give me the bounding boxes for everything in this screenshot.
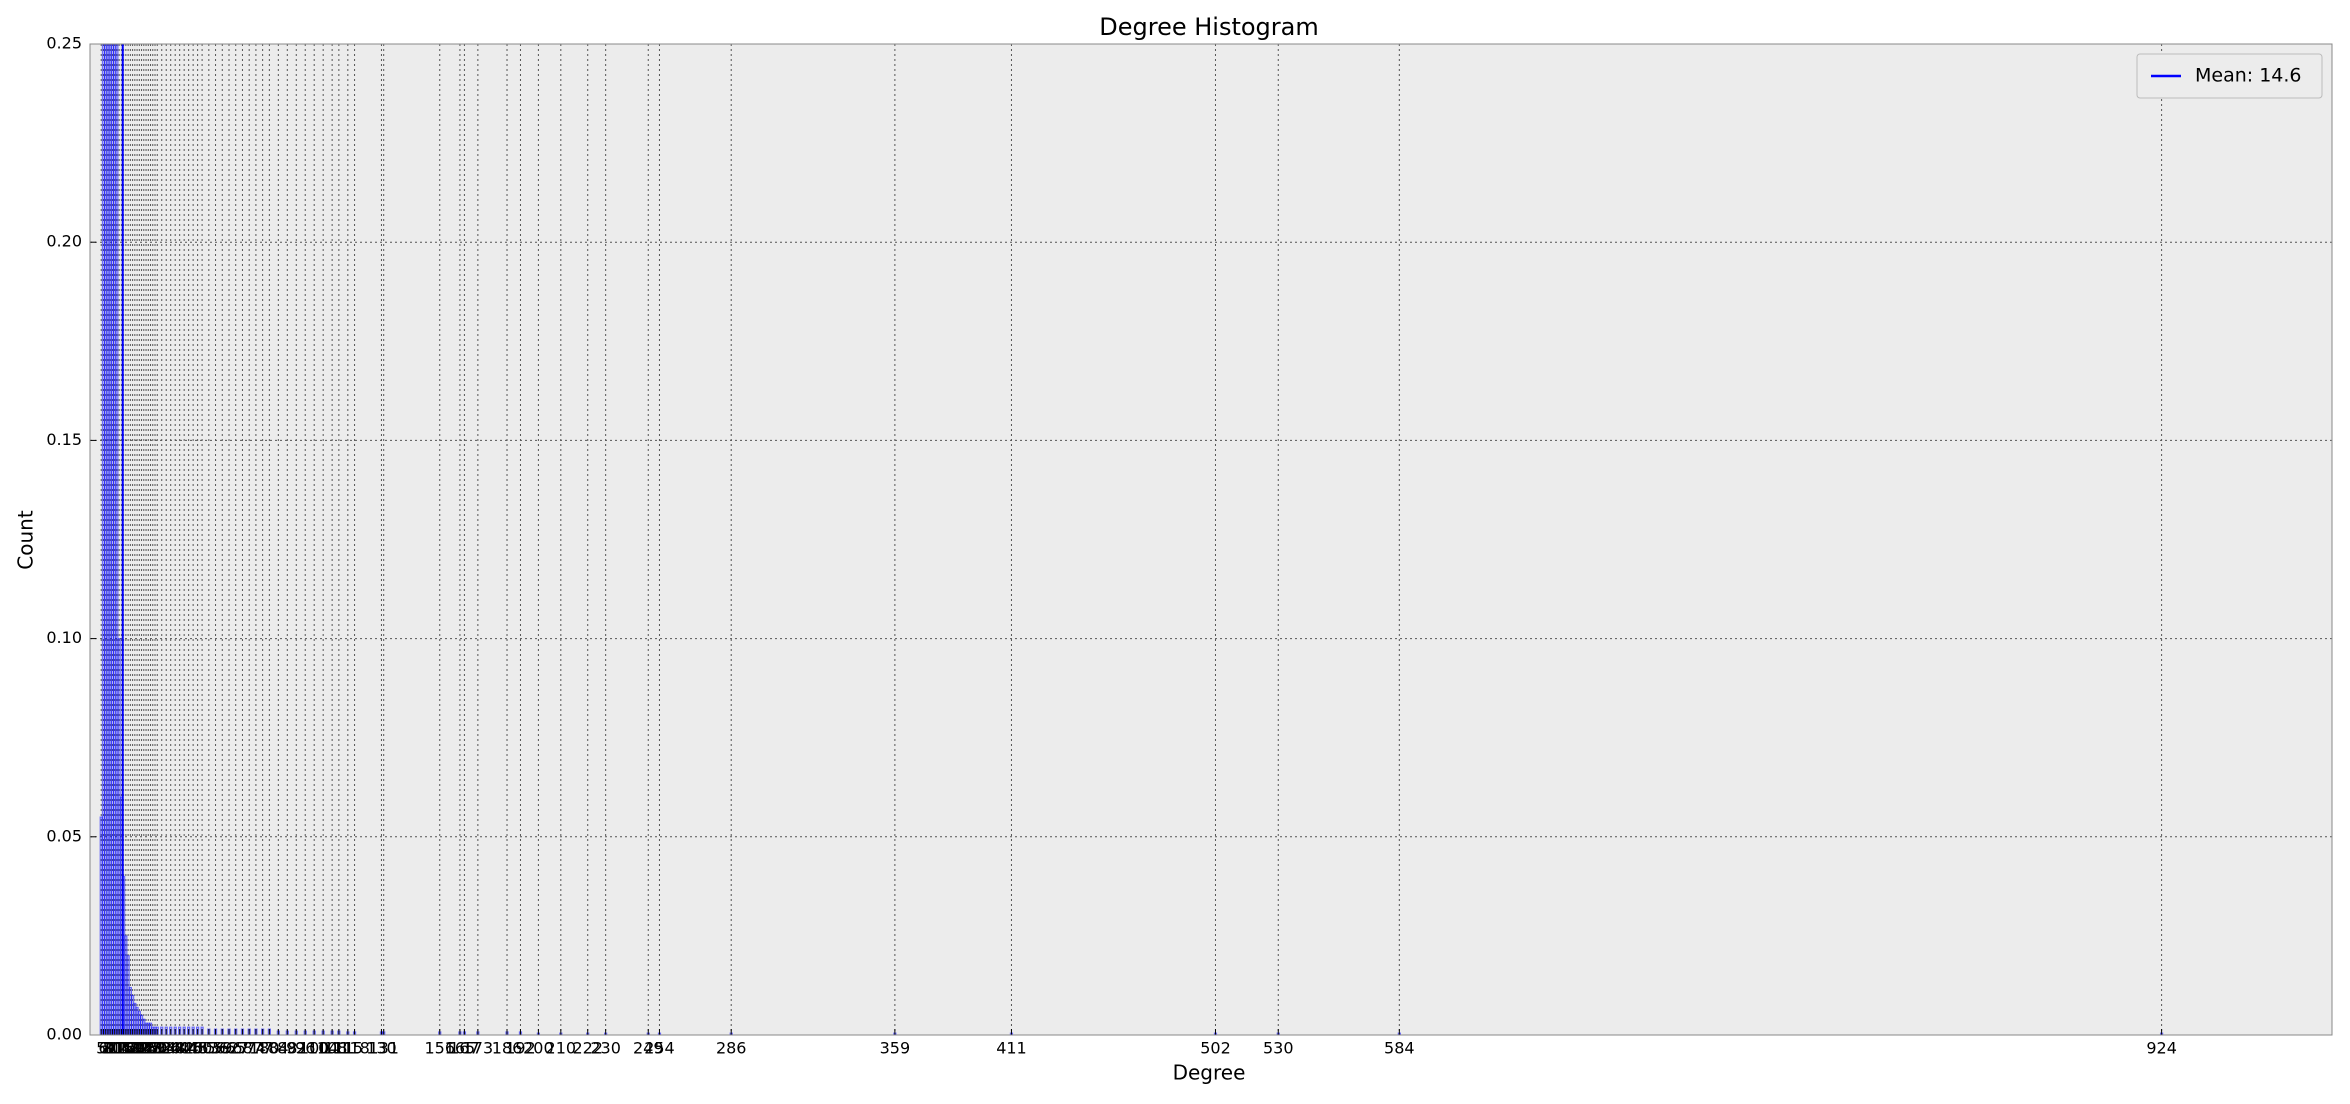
x-tick-label: 17: [118, 1039, 138, 1058]
x-tick-label: 16: [116, 1039, 136, 1058]
x-tick-label: 13: [109, 1039, 129, 1058]
x-tick-label: 254: [644, 1039, 675, 1058]
x-tick-label: 92: [286, 1039, 306, 1058]
x-tick-label: 200: [523, 1039, 554, 1058]
x-tick-label: 29: [145, 1039, 165, 1058]
x-tick-label: 27: [140, 1039, 160, 1058]
x-tick-label: 96: [295, 1039, 315, 1058]
y-tick-label: 0.20: [46, 232, 82, 251]
x-tick-label: 924: [2146, 1039, 2177, 1058]
x-tick-label: 100: [299, 1039, 330, 1058]
x-tick-label: 32: [152, 1039, 172, 1058]
x-tick-label: 173: [463, 1039, 494, 1058]
legend: Mean: 14.6: [2136, 53, 2323, 99]
x-tick-label: 74: [246, 1039, 266, 1058]
x-tick-label: 56: [205, 1039, 225, 1058]
x-tick-label: 111: [324, 1039, 355, 1058]
x-tick-label: 8: [103, 1039, 113, 1058]
x-tick-label: 11: [104, 1039, 124, 1058]
x-tick-label: 30: [147, 1039, 167, 1058]
x-tick-label: 118: [339, 1039, 370, 1058]
x-tick-label: 359: [880, 1039, 911, 1058]
x-tick-label: 186: [492, 1039, 523, 1058]
x-tick-label: 7: [101, 1039, 111, 1058]
x-tick-label: 222: [572, 1039, 603, 1058]
x-tick-label: 18: [120, 1039, 140, 1058]
x-tick-label: 411: [996, 1039, 1027, 1058]
x-tick-label: 50: [192, 1039, 212, 1058]
x-tick-label: 22: [129, 1039, 149, 1058]
x-tick-label: 130: [366, 1039, 397, 1058]
x-tick-label: 46: [183, 1039, 203, 1058]
x-tick-label: 19: [122, 1039, 142, 1058]
x-tick-label: 20: [125, 1039, 145, 1058]
x-tick-label: 104: [308, 1039, 339, 1058]
x-tick-label: 34: [156, 1039, 176, 1058]
x-tick-label: 249: [633, 1039, 664, 1058]
x-tick-label: 21: [127, 1039, 147, 1058]
legend-box: [2136, 53, 2323, 99]
x-tick-label: 23: [131, 1039, 151, 1058]
x-tick-label: 68: [232, 1039, 252, 1058]
x-tick-label: 9: [105, 1039, 115, 1058]
x-tick-label: 165: [445, 1039, 476, 1058]
x-tick-label: 38: [165, 1039, 185, 1058]
x-tick-label: 88: [277, 1039, 297, 1058]
x-tick-label: 25: [136, 1039, 156, 1058]
x-tick-label: 71: [239, 1039, 259, 1058]
x-tick-label: 40: [170, 1039, 190, 1058]
x-tick-label: 131: [368, 1039, 399, 1058]
y-tick-label: 0.10: [46, 628, 82, 647]
x-tick-label: 36: [161, 1039, 181, 1058]
y-tick-label: 0.15: [46, 430, 82, 449]
x-tick-label: 502: [1200, 1039, 1231, 1058]
legend-label: Mean: 14.6: [2195, 65, 2302, 87]
x-tick-label: 584: [1384, 1039, 1415, 1058]
x-tick-label: 286: [716, 1039, 747, 1058]
x-tick-label: 12: [107, 1039, 127, 1058]
x-tick-label: 108: [317, 1039, 348, 1058]
x-tick-label: 65: [226, 1039, 246, 1058]
x-tick-label: 230: [590, 1039, 621, 1058]
x-tick-label: 80: [259, 1039, 279, 1058]
x-tick-label: 24: [134, 1039, 154, 1058]
x-tick-label: 530: [1263, 1039, 1294, 1058]
x-tick-label: 115: [333, 1039, 364, 1058]
plot-area: [90, 44, 2332, 1035]
x-tick-label: 6: [98, 1039, 108, 1058]
x-tick-label: 15: [113, 1039, 133, 1058]
x-tick-label: 28: [143, 1039, 163, 1058]
y-axis-label: Count: [14, 510, 38, 570]
x-tick-label: 192: [505, 1039, 536, 1058]
x-tick-label: 48: [187, 1039, 207, 1058]
x-tick-label: 167: [449, 1039, 480, 1058]
x-tick-label: 26: [138, 1039, 158, 1058]
plot-frame: [89, 43, 2333, 1036]
y-tick-label: 0.05: [46, 826, 82, 845]
x-tick-label: 156: [424, 1039, 455, 1058]
x-tick-label: 84: [268, 1039, 288, 1058]
bar: [115, 44, 119, 1035]
x-tick-label: 53: [199, 1039, 219, 1058]
y-tick-label: 0.25: [46, 34, 82, 53]
y-tick-label: 0.00: [46, 1025, 82, 1044]
x-tick-label: 10: [102, 1039, 122, 1058]
x-tick-label: 59: [212, 1039, 232, 1058]
x-tick-label: 210: [546, 1039, 577, 1058]
x-tick-label: 44: [178, 1039, 198, 1058]
x-tick-label: 14: [111, 1039, 131, 1058]
x-axis-label: Degree: [1173, 1061, 1246, 1085]
ticks: 0.000.050.100.150.200.255678910111213141…: [46, 34, 2177, 1058]
x-tick-label: 77: [252, 1039, 272, 1058]
x-tick-label: 5: [96, 1039, 106, 1058]
x-tick-label: 62: [219, 1039, 239, 1058]
x-tick-label: 42: [174, 1039, 194, 1058]
chart-title: Degree Histogram: [1099, 13, 1318, 41]
